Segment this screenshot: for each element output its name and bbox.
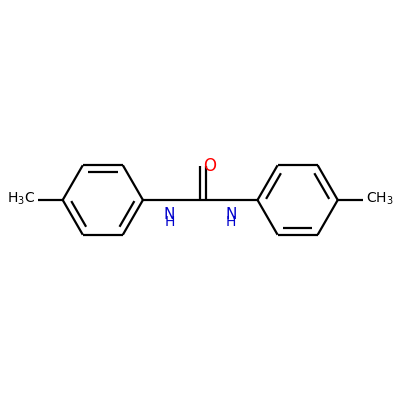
Text: H: H (226, 215, 236, 229)
Text: O: O (203, 157, 216, 175)
Text: N: N (225, 207, 236, 222)
Text: $\mathregular{H_3C}$: $\mathregular{H_3C}$ (7, 191, 35, 208)
Text: N: N (164, 207, 175, 222)
Text: $\mathregular{CH_3}$: $\mathregular{CH_3}$ (366, 191, 393, 208)
Text: H: H (164, 215, 175, 229)
